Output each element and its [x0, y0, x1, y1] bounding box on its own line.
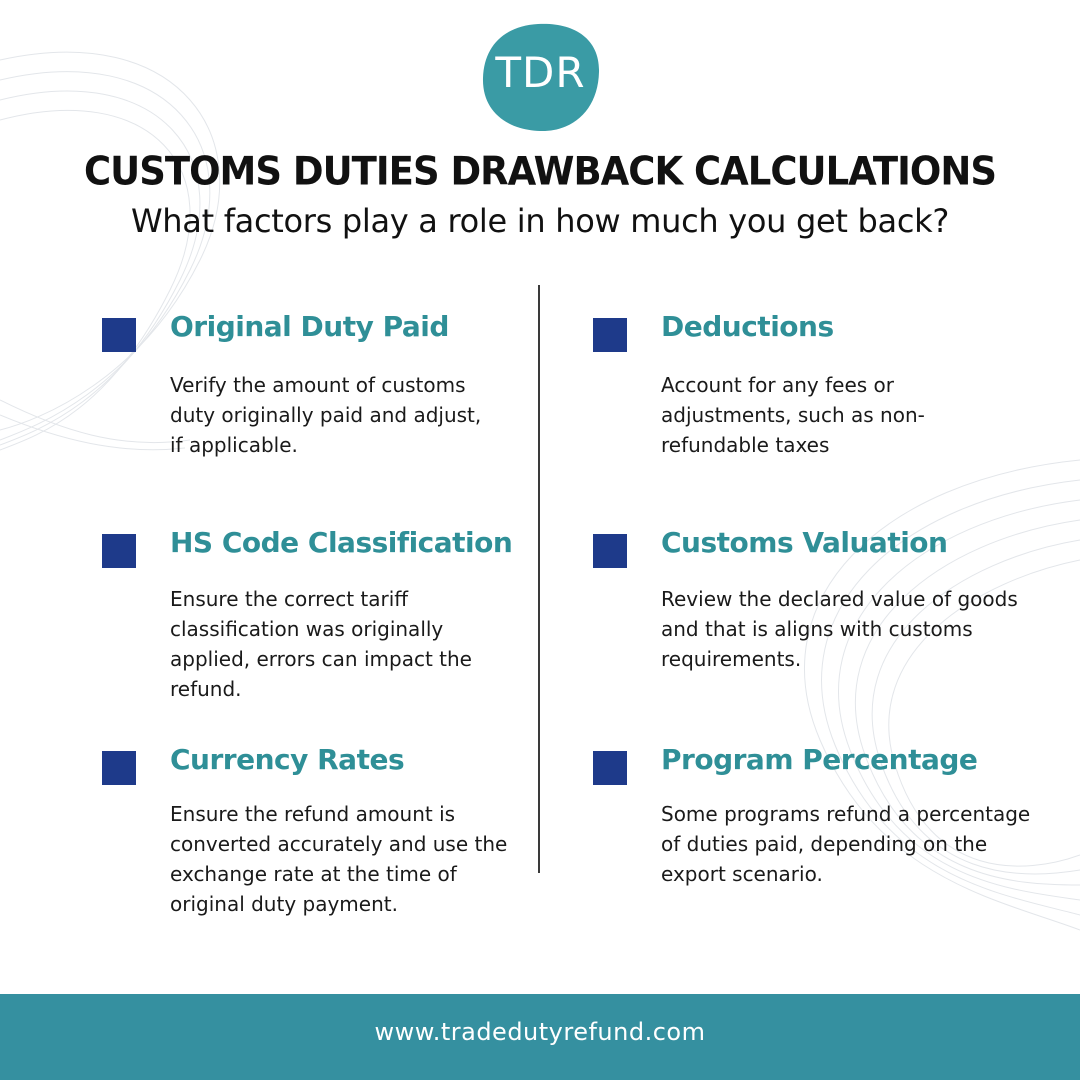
page-subtitle: What factors play a role in how much you…	[130, 202, 950, 240]
bullet-square-icon	[593, 534, 627, 568]
factor-heading: Deductions	[661, 310, 834, 343]
factor-description: Ensure the correct tariff classification…	[170, 587, 472, 701]
bullet-square-icon	[102, 534, 136, 568]
factor-heading: HS Code Classification	[170, 526, 513, 559]
factor-heading: Customs Valuation	[661, 526, 948, 559]
page-title: CUSTOMS DUTIES DRAWBACK CALCULATIONS	[84, 148, 997, 195]
factor-heading: Currency Rates	[170, 743, 405, 776]
bullet-square-icon	[593, 751, 627, 785]
factor-description: Ensure the refund amount is converted ac…	[170, 802, 508, 916]
column-divider	[538, 285, 540, 873]
factor-description: Review the declared value of goods and t…	[661, 587, 1018, 671]
tdr-logo-blob	[482, 23, 600, 132]
factor-heading: Program Percentage	[661, 743, 978, 776]
factor-description: Account for any fees or adjustments, suc…	[661, 373, 925, 457]
factor-description: Some programs refund a percentage of dut…	[661, 802, 1031, 886]
factor-description: Verify the amount of customs duty origin…	[170, 373, 482, 457]
website-link[interactable]: www.tradedutyrefund.com	[374, 1018, 706, 1046]
factor-heading: Original Duty Paid	[170, 310, 449, 343]
bullet-square-icon	[102, 318, 136, 352]
bullet-square-icon	[102, 751, 136, 785]
logo-text: TDR	[495, 48, 586, 97]
bullet-square-icon	[593, 318, 627, 352]
footer-bar: www.tradedutyrefund.com	[0, 994, 1080, 1080]
